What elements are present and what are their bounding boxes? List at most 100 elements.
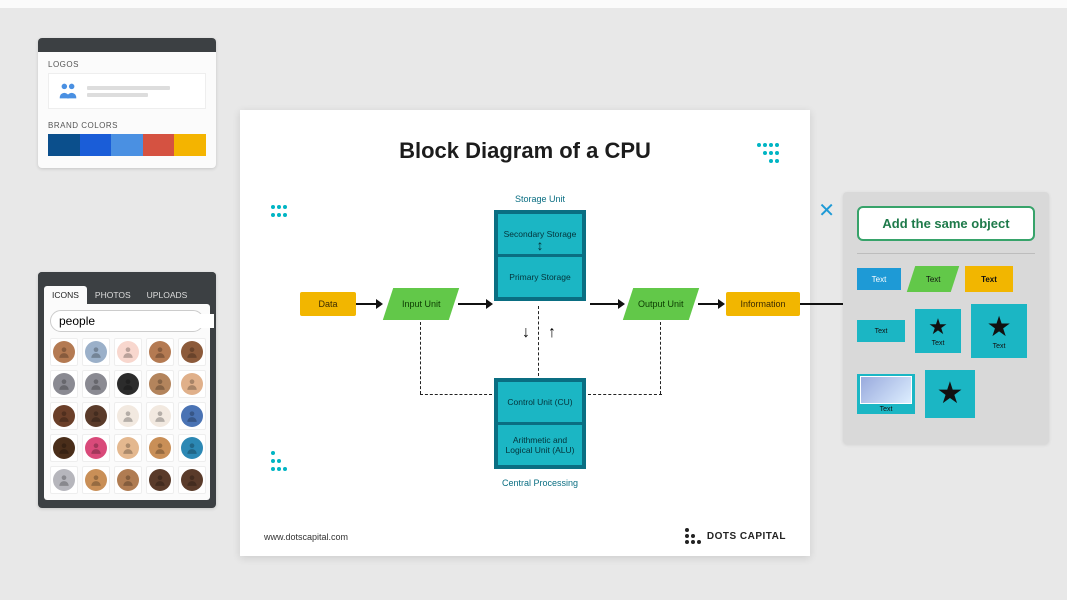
person-avatar-icon [53,373,75,395]
block-output-unit[interactable]: Output Unit [623,288,699,320]
icon-result[interactable] [50,434,78,462]
logo-preview[interactable] [48,73,206,109]
person-avatar-icon [85,469,107,491]
icon-result[interactable] [50,466,78,494]
tab-uploads[interactable]: UPLOADS [139,286,196,304]
icon-result[interactable] [178,370,206,398]
icon-panel-tabs: ICONS PHOTOS UPLOADS [38,286,216,304]
icon-result[interactable] [50,402,78,430]
block-input-unit[interactable]: Input Unit [383,288,459,320]
tab-photos[interactable]: PHOTOS [87,286,139,304]
cpu-group[interactable]: Control Unit (CU) Arithmetic and Logical… [494,378,586,469]
updown-arrow-icon: ↕ [537,237,544,253]
up-arrow-icon: ↑ [548,324,556,342]
icon-grid [50,338,204,494]
brand-color-swatch[interactable] [80,134,112,156]
divider [857,253,1035,254]
obj-blue-rect[interactable]: Text [857,268,901,290]
footer-brand-text: DOTS CAPITAL [707,531,786,542]
block-control-unit[interactable]: Control Unit (CU) [498,382,582,422]
star-icon: ★ [986,313,1011,341]
obj-yellow-rect[interactable]: Text [965,266,1013,292]
block-data[interactable]: Data [300,292,356,316]
icon-result[interactable] [114,370,142,398]
person-avatar-icon [149,469,171,491]
slide-title: Block Diagram of a CPU [240,138,810,164]
person-avatar-icon [149,405,171,427]
cpu-diagram: Storage Unit Central Processing Data Inp… [290,188,760,488]
icon-result[interactable] [146,338,174,366]
accent-dots-icon [270,448,288,472]
brand-color-swatch[interactable] [143,134,175,156]
people-logo-icon [57,80,79,102]
person-avatar-icon [53,437,75,459]
person-avatar-icon [117,437,139,459]
storage-unit-label: Storage Unit [495,194,585,204]
person-avatar-icon [149,341,171,363]
block-primary-storage[interactable]: Primary Storage ↕ [498,257,582,297]
logo-placeholder-lines [87,86,197,97]
person-avatar-icon [181,373,203,395]
icon-result[interactable] [146,402,174,430]
icon-result[interactable] [178,402,206,430]
icon-result[interactable] [178,466,206,494]
obj-photo-box[interactable]: Text [857,374,915,414]
obj-cyan-star-3[interactable]: ★ [925,370,975,418]
icon-result[interactable] [114,338,142,366]
photo-thumbnail-icon [860,376,912,404]
obj-green-parallelogram[interactable]: Text [907,266,959,292]
icon-search-input[interactable] [59,314,214,328]
icon-result[interactable] [178,338,206,366]
icon-result[interactable] [178,434,206,462]
obj-cyan-star-1[interactable]: ★Text [915,309,961,353]
person-avatar-icon [181,437,203,459]
storage-unit-group[interactable]: Secondary Storage Primary Storage ↕ [494,210,586,301]
brand-color-swatch[interactable] [174,134,206,156]
tab-content [44,304,210,500]
icon-result[interactable] [114,434,142,462]
star-icon: ★ [937,379,964,409]
person-avatar-icon [117,373,139,395]
icon-result[interactable] [146,370,174,398]
person-avatar-icon [85,405,107,427]
footer-url: www.dotscapital.com [264,532,348,542]
person-avatar-icon [85,341,107,363]
icon-result[interactable] [146,434,174,462]
brand-color-swatch[interactable] [111,134,143,156]
icon-result[interactable] [82,466,110,494]
dots-logo-icon [685,528,701,544]
icon-result[interactable] [50,338,78,366]
cpu-label: Central Processing [495,478,585,488]
accent-dots-icon [270,202,288,218]
brand-color-swatches [38,134,216,168]
footer-brand-logo: DOTS CAPITAL [685,528,786,544]
logos-label: LOGOS [38,52,216,73]
person-avatar-icon [85,437,107,459]
icon-result[interactable] [82,434,110,462]
add-object-panel: Add the same object Text Text Text Text … [843,192,1049,444]
add-same-object-button[interactable]: Add the same object [857,206,1035,241]
tab-icons[interactable]: ICONS [44,286,87,304]
slide-canvas[interactable]: Block Diagram of a CPU Storage Unit Cent… [240,110,810,556]
brand-color-swatch[interactable] [48,134,80,156]
icon-result[interactable] [82,402,110,430]
icon-result[interactable] [82,370,110,398]
icon-result[interactable] [146,466,174,494]
icon-result[interactable] [82,338,110,366]
obj-cyan-star-2[interactable]: ★Text [971,304,1027,358]
person-avatar-icon [181,341,203,363]
brand-panel-titlebar [38,38,216,52]
person-avatar-icon [181,469,203,491]
icon-result[interactable] [114,402,142,430]
close-icon[interactable]: ✕ [818,198,835,223]
block-alu[interactable]: Arithmetic and Logical Unit (ALU) [498,425,582,465]
person-avatar-icon [53,469,75,491]
icon-result[interactable] [114,466,142,494]
person-avatar-icon [53,405,75,427]
star-icon: ★ [928,316,948,338]
person-avatar-icon [149,437,171,459]
person-avatar-icon [117,405,139,427]
icon-result[interactable] [50,370,78,398]
block-information[interactable]: Information [726,292,800,316]
obj-cyan-small[interactable]: Text [857,320,905,342]
